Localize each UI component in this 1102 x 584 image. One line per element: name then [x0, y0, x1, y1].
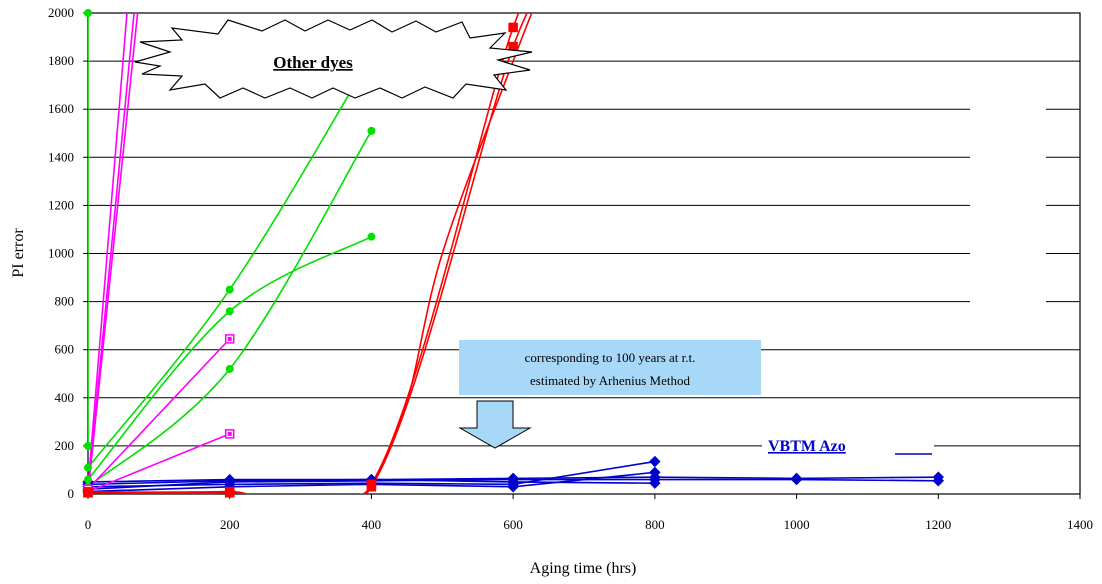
y-tick-label: 2000 [48, 5, 74, 20]
data-point-diamond [507, 476, 519, 488]
data-point-square-inner [227, 336, 232, 341]
x-tick-label: 400 [362, 517, 382, 532]
other-dyes-callout: Other dyes [134, 19, 533, 99]
callout-box [459, 340, 761, 395]
x-tick-label: 0 [85, 517, 92, 532]
x-tick-label: 200 [220, 517, 240, 532]
y-tick-label: 800 [55, 294, 75, 309]
data-point-square-inner [227, 431, 232, 436]
vbtm-label-group: VBTM Azo [762, 433, 934, 459]
data-point-diamond [649, 466, 661, 479]
x-axis-ticks: 0 200 400 600 800 1000 1200 1400 [85, 494, 1093, 532]
series-line-red [229, 488, 242, 494]
markers-group [82, 9, 944, 498]
data-point-circle [367, 126, 376, 135]
data-point-circle [84, 475, 92, 484]
data-point-circle [84, 441, 92, 450]
y-axis-title: PI error [10, 228, 27, 278]
y-tick-label: 400 [55, 390, 75, 405]
y-tick-label: 0 [68, 486, 75, 501]
data-point-circle [84, 9, 92, 17]
y-tick-label: 1400 [48, 149, 74, 164]
vbtm-azo-label: VBTM Azo [768, 438, 846, 455]
data-point-circle [225, 364, 234, 373]
data-point-circle [225, 285, 234, 294]
callout-line-2: estimated by Arhenius Method [530, 373, 690, 388]
data-point-square [224, 486, 235, 497]
y-tick-label: 1800 [48, 53, 74, 68]
down-arrow-shape [458, 400, 532, 449]
series-line-magenta [88, 433, 231, 493]
data-point-circle [225, 307, 234, 316]
y-tick-label: 1200 [48, 197, 74, 212]
data-point-square [508, 22, 518, 33]
x-tick-label: 1000 [784, 517, 810, 532]
data-point-square [366, 482, 377, 492]
callout-line-1: corresponding to 100 years at r.t. [525, 350, 696, 365]
y-tick-label: 600 [55, 342, 75, 357]
data-point-diamond [649, 455, 661, 468]
series-line-red [88, 13, 529, 494]
x-axis-title: Aging time (hrs) [530, 560, 637, 577]
x-tick-label: 800 [645, 517, 665, 532]
data-point-diamond [649, 477, 661, 489]
data-point-diamond [224, 475, 236, 487]
y-axis-ticks: 0 200 400 600 800 1000 1200 1400 1600 1800 2000 [48, 5, 88, 501]
y-tick-label: 1600 [48, 101, 74, 116]
x-tick-label: 1200 [925, 517, 951, 532]
series-line-magenta [88, 13, 139, 493]
x-tick-label: 1400 [1067, 517, 1093, 532]
data-point-diamond [932, 471, 944, 483]
x-tick-label: 600 [503, 517, 523, 532]
y-tick-label: 1000 [48, 246, 74, 261]
y-tick-label: 200 [55, 438, 75, 453]
data-point-square [83, 487, 93, 497]
arhenius-callout: corresponding to 100 years at r.t. estim… [458, 340, 761, 449]
data-point-circle [367, 232, 376, 241]
series-line-magenta [88, 13, 128, 487]
other-dyes-label: Other dyes [273, 53, 353, 72]
data-point-diamond [790, 472, 803, 485]
data-point-circle [84, 463, 92, 472]
series-line-magenta [88, 338, 231, 490]
series-line-green [88, 130, 373, 488]
starburst-shape [134, 19, 533, 99]
